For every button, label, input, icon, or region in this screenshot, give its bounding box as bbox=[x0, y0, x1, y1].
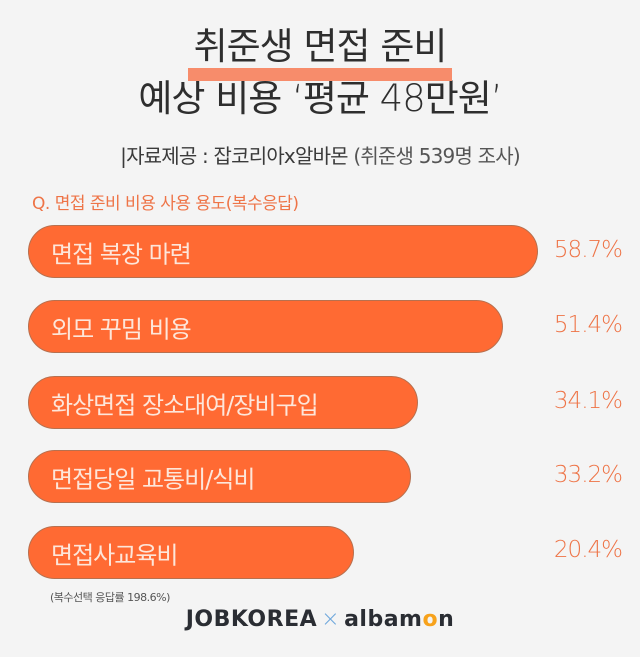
source-text: |자료제공 : 잡코리아x알바몬 (취준생 539명 조사) bbox=[0, 140, 640, 169]
bar-value: 34.1% bbox=[553, 388, 623, 414]
logo-footer: JOBKOREA × albamon bbox=[0, 607, 640, 632]
bar-4: 면접당일 교통비/식비 bbox=[28, 450, 411, 503]
source-prefix: |자료제공 : 잡코리아x알바몬 bbox=[120, 144, 348, 168]
question-label: Q. 면접 준비 비용 사용 용도(복수응답) bbox=[32, 194, 299, 214]
bar-label: 면접사교육비 bbox=[51, 541, 178, 569]
bar-label: 면접 복장 마련 bbox=[51, 240, 192, 268]
title-block: 취준생 면접 준비 예상 비용 ‘평균 48만원’ bbox=[0, 24, 640, 124]
albamon-logo: albamon bbox=[344, 607, 455, 632]
source-suffix: (취준생 539명 조사) bbox=[347, 144, 520, 168]
bar-label: 화상면접 장소대여/장비구입 bbox=[51, 391, 319, 419]
cross-icon: × bbox=[321, 607, 341, 632]
bar-value: 51.4% bbox=[553, 312, 623, 338]
bar-label: 외모 꾸밈 비용 bbox=[51, 315, 192, 343]
bar-value: 33.2% bbox=[553, 462, 623, 488]
bar-label: 면접당일 교통비/식비 bbox=[51, 465, 255, 493]
bar-2: 외모 꾸밈 비용 bbox=[28, 300, 503, 353]
jobkorea-logo: JOBKOREA bbox=[185, 607, 318, 632]
bar-5: 면접사교육비 bbox=[28, 526, 354, 579]
bar-value: 58.7% bbox=[553, 237, 623, 263]
title-line-1: 취준생 면접 준비 bbox=[187, 24, 453, 81]
bar-1: 면접 복장 마련 bbox=[28, 225, 538, 278]
bar-3: 화상면접 장소대여/장비구입 bbox=[28, 376, 418, 429]
title-highlight bbox=[187, 68, 453, 81]
footnote: (복수선택 응답률 198.6%) bbox=[50, 591, 170, 604]
title-line-2: 예상 비용 ‘평균 48만원’ bbox=[138, 77, 502, 120]
albamon-cat-o-icon: o bbox=[422, 607, 439, 632]
bar-value: 20.4% bbox=[553, 537, 623, 563]
